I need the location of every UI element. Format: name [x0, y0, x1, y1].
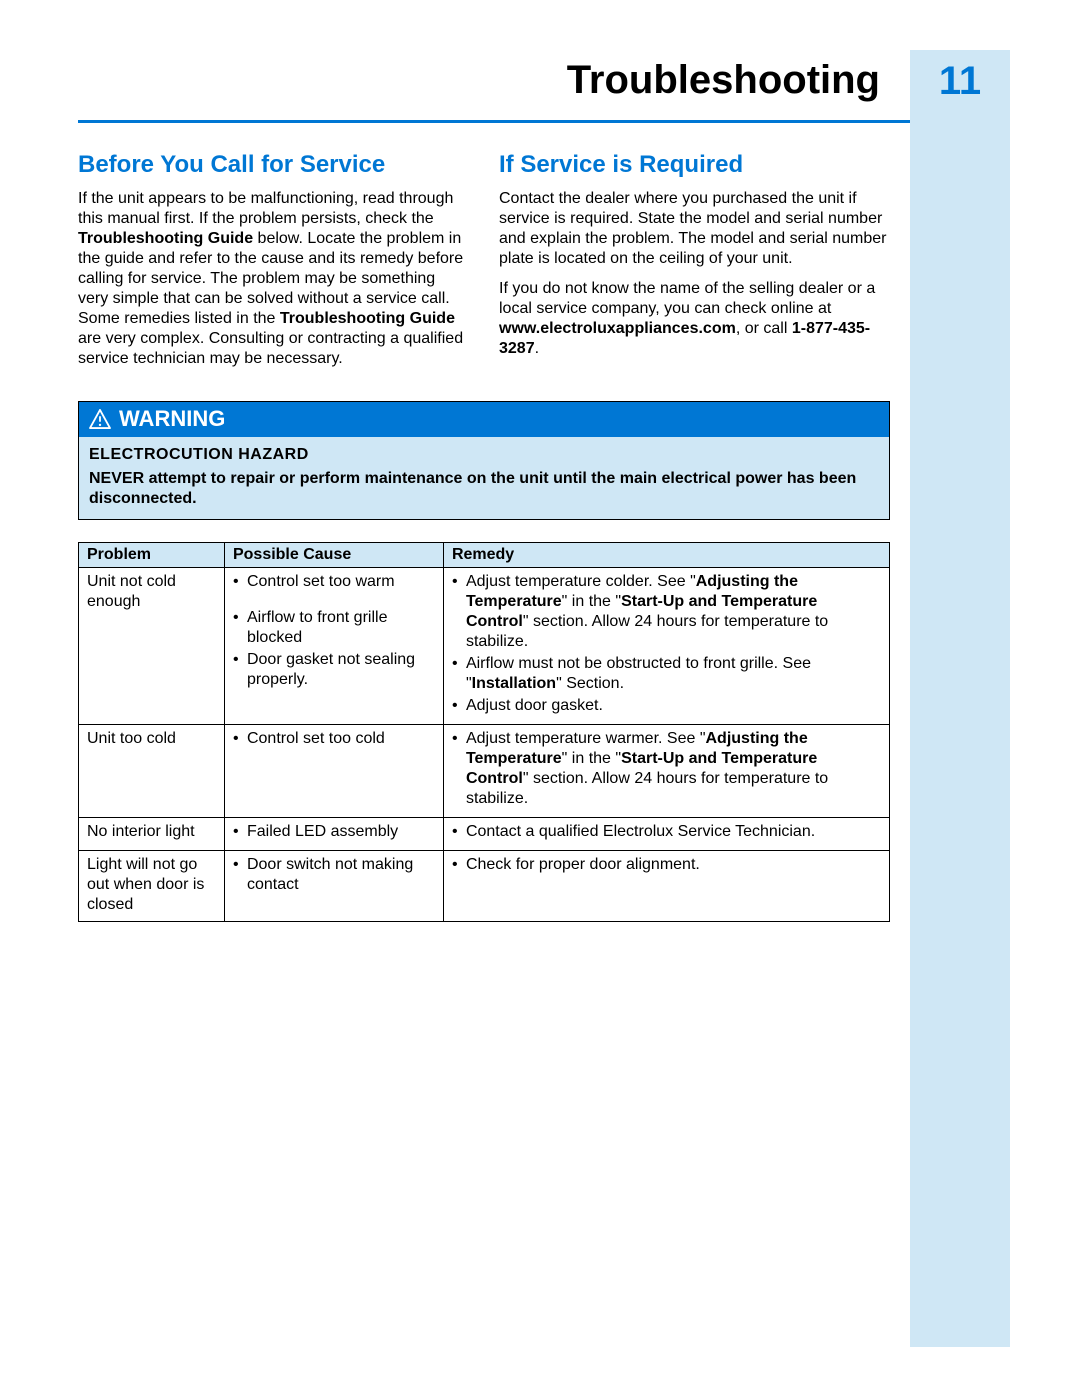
section-if-service-required: If Service is Required Contact the deale…	[499, 151, 890, 379]
list-item: Adjust temperature colder. See "Adjustin…	[452, 572, 881, 652]
cell-remedy: Adjust temperature colder. See "Adjustin…	[443, 568, 889, 725]
list-item: Contact a qualified Electrolux Service T…	[452, 822, 881, 842]
column-header-remedy: Remedy	[443, 543, 889, 568]
cell-cause: Failed LED assembly	[224, 818, 443, 851]
text-bold: Troubleshooting Guide	[78, 230, 253, 247]
table-row: No interior light Failed LED assembly Cont…	[79, 818, 890, 851]
column-header-problem: Problem	[79, 543, 225, 568]
table-row: Unit too cold Control set too cold Adjust …	[79, 725, 890, 818]
cell-problem: Unit not cold enough	[79, 568, 225, 725]
warning-label: WARNING	[119, 406, 225, 432]
cell-cause: Control set too warm Airflow to front gri…	[224, 568, 443, 725]
table-row: Unit not cold enoughControl set too warm…	[79, 568, 890, 725]
text: Contact the dealer where you purchased t…	[499, 189, 890, 269]
column-header-cause: Possible Cause	[224, 543, 443, 568]
text-bold: www.electroluxappliances.com	[499, 320, 736, 337]
section-body: If the unit appears to be malfunctioning…	[78, 189, 469, 369]
text: If the unit appears to be malfunctioning…	[78, 190, 453, 227]
list-item: Door gasket not sealing properly.	[233, 650, 435, 690]
list-item: Door switch not making contact	[233, 855, 435, 895]
hazard-text: NEVER attempt to repair or perform maint…	[89, 469, 879, 509]
hazard-title: ELECTROCUTION HAZARD	[89, 445, 879, 465]
table-row: Light will not go out when door is close…	[79, 851, 890, 922]
page-number: 11	[910, 50, 1010, 112]
text-bold: Troubleshooting Guide	[280, 310, 455, 327]
page-header: Troubleshooting 11	[78, 50, 1010, 112]
text: , or call	[736, 320, 792, 337]
cell-problem: No interior light	[79, 818, 225, 851]
table-header-row: Problem Possible Cause Remedy	[79, 543, 890, 568]
warning-callout: WARNING ELECTROCUTION HAZARD NEVER attem…	[78, 401, 890, 520]
section-heading: If Service is Required	[499, 151, 890, 179]
list-item: Check for proper door alignment.	[452, 855, 881, 875]
warning-header: WARNING	[79, 402, 889, 437]
warning-triangle-icon	[89, 409, 111, 429]
cell-remedy: Adjust temperature warmer. See "Adjustin…	[443, 725, 889, 818]
page-title: Troubleshooting	[78, 50, 910, 103]
list-item: Airflow to front grille blocked	[233, 608, 435, 648]
text: are very complex. Consulting or contract…	[78, 330, 463, 367]
cell-cause: Control set too cold	[224, 725, 443, 818]
list-item: Control set too warm	[233, 572, 435, 592]
cell-cause: Door switch not making contact	[224, 851, 443, 922]
list-item: Failed LED assembly	[233, 822, 435, 842]
section-before-service: Before You Call for Service If the unit …	[78, 151, 469, 379]
list-item: Adjust temperature warmer. See "Adjustin…	[452, 729, 881, 809]
list-item: Adjust door gasket.	[452, 696, 881, 716]
cell-remedy: Check for proper door alignment.	[443, 851, 889, 922]
section-heading: Before You Call for Service	[78, 151, 469, 179]
header-divider	[78, 120, 910, 123]
list-item: Airflow must not be obstructed to front …	[452, 654, 881, 694]
warning-body: ELECTROCUTION HAZARD NEVER attempt to re…	[79, 437, 889, 519]
section-body: Contact the dealer where you purchased t…	[499, 189, 890, 359]
troubleshooting-table: Problem Possible Cause Remedy Unit not c…	[78, 542, 890, 922]
cell-problem: Unit too cold	[79, 725, 225, 818]
list-item: Control set too cold	[233, 729, 435, 749]
text: .	[535, 340, 539, 357]
cell-problem: Light will not go out when door is close…	[79, 851, 225, 922]
cell-remedy: Contact a qualified Electrolux Service T…	[443, 818, 889, 851]
text: If you do not know the name of the selli…	[499, 280, 875, 317]
